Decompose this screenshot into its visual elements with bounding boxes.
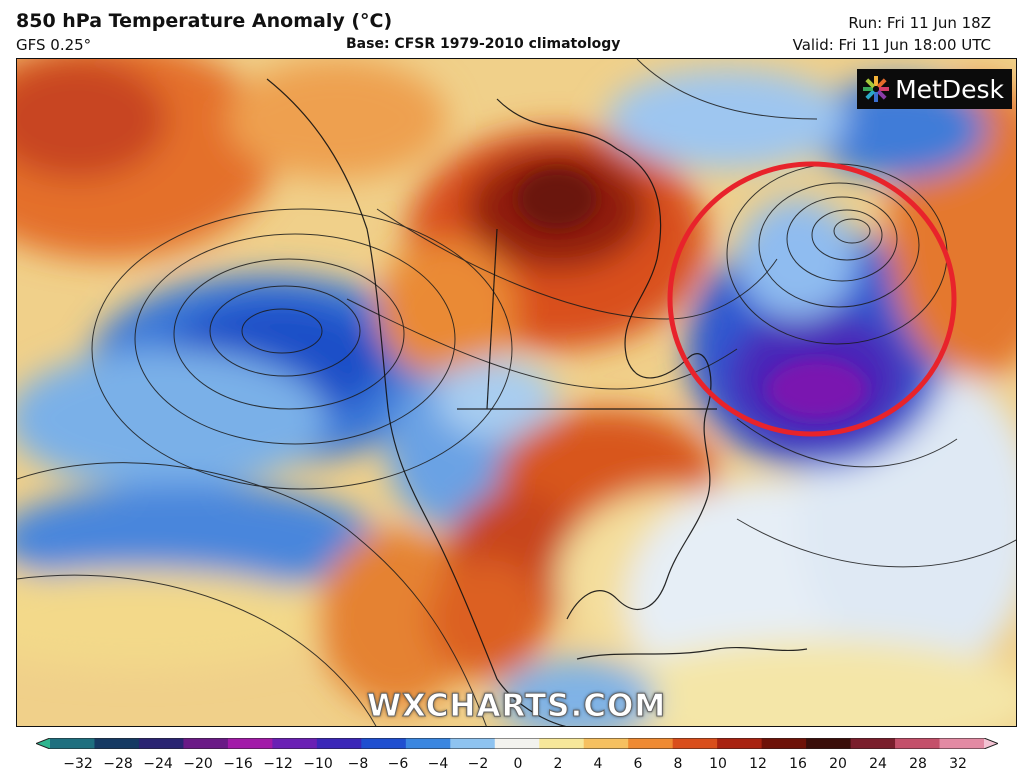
color-scale-tick-label: −12 bbox=[263, 756, 293, 772]
color-scale-segment bbox=[539, 738, 585, 749]
climatology-base-label: Base: CFSR 1979-2010 climatology bbox=[346, 36, 621, 52]
color-scale-tick-label: −28 bbox=[103, 756, 133, 772]
run-time-label: Run: Fri 11 Jun 18Z bbox=[848, 14, 991, 32]
color-scale-segment bbox=[494, 738, 540, 749]
color-scale-segment bbox=[939, 738, 985, 749]
wxcharts-watermark: WXCHARTS.COM bbox=[366, 688, 667, 725]
color-scale-segment bbox=[36, 738, 50, 749]
color-scale-segment bbox=[361, 738, 407, 749]
color-scale-segment bbox=[405, 738, 451, 749]
color-scale-segment bbox=[672, 738, 718, 749]
metdesk-logo-icon bbox=[863, 76, 890, 102]
color-scale-tick-label: 10 bbox=[709, 756, 727, 772]
color-scale-tick-label: −4 bbox=[427, 756, 449, 772]
color-scale-tick-label: 8 bbox=[673, 756, 683, 772]
color-scale-segment bbox=[984, 738, 998, 749]
color-scale-segment bbox=[717, 738, 763, 749]
color-scale-tick-label: 20 bbox=[829, 756, 847, 772]
color-scale-tick-label: 12 bbox=[749, 756, 767, 772]
color-scale-tick-label: −8 bbox=[347, 756, 369, 772]
anomaly-map bbox=[17, 59, 1016, 726]
color-scale-tick-label: 16 bbox=[789, 756, 807, 772]
map-frame: MetDesk WXCHARTS.COM bbox=[16, 58, 1017, 727]
valid-time-label: Valid: Fri 11 Jun 18:00 UTC bbox=[792, 36, 991, 54]
color-scale-segment bbox=[183, 738, 229, 749]
color-scale-tick-label: 24 bbox=[869, 756, 887, 772]
metdesk-logo-text: MetDesk bbox=[895, 74, 1004, 104]
color-scale-segment bbox=[806, 738, 852, 749]
color-scale-tick-label: 6 bbox=[633, 756, 643, 772]
color-scale-tick-label: −10 bbox=[303, 756, 333, 772]
color-scale-tick-label: −6 bbox=[387, 756, 409, 772]
color-scale-segment bbox=[628, 738, 674, 749]
color-scale-segment bbox=[761, 738, 807, 749]
color-scale-segment bbox=[94, 738, 140, 749]
color-scale-tick-label: 0 bbox=[513, 756, 523, 772]
metdesk-logo: MetDesk bbox=[857, 69, 1012, 109]
color-scale-tick-label: 32 bbox=[949, 756, 967, 772]
color-scale-segment bbox=[850, 738, 896, 749]
color-scale-segment bbox=[50, 738, 96, 749]
color-scale-segment bbox=[895, 738, 941, 749]
chart-title: 850 hPa Temperature Anomaly (°C) bbox=[16, 10, 393, 32]
color-scale-tick-label: 2 bbox=[553, 756, 563, 772]
color-scale-segment bbox=[227, 738, 273, 749]
color-scale-tick-label: −20 bbox=[183, 756, 213, 772]
color-scale-segment bbox=[450, 738, 496, 749]
color-scale-segment bbox=[583, 738, 629, 749]
color-scale-ticks: −32 −28 −24 −20 −16 −12 −10 −8 −6 −4 −2 0 2 4 6 8 10 12 16… bbox=[0, 756, 1024, 778]
color-scale-segment bbox=[316, 738, 362, 749]
color-scale-tick-label: −2 bbox=[467, 756, 489, 772]
model-label: GFS 0.25° bbox=[16, 36, 92, 54]
color-scale-tick-label: 4 bbox=[593, 756, 603, 772]
color-scale-tick-label: −16 bbox=[223, 756, 253, 772]
color-scale-tick-label: −24 bbox=[143, 756, 173, 772]
color-scale-tick-label: −32 bbox=[63, 756, 93, 772]
color-scale-segment bbox=[272, 738, 318, 749]
color-scale-segment bbox=[138, 738, 185, 749]
highlight-circle bbox=[667, 161, 957, 437]
color-scale-bar bbox=[36, 738, 998, 749]
color-scale-tick-label: 28 bbox=[909, 756, 927, 772]
